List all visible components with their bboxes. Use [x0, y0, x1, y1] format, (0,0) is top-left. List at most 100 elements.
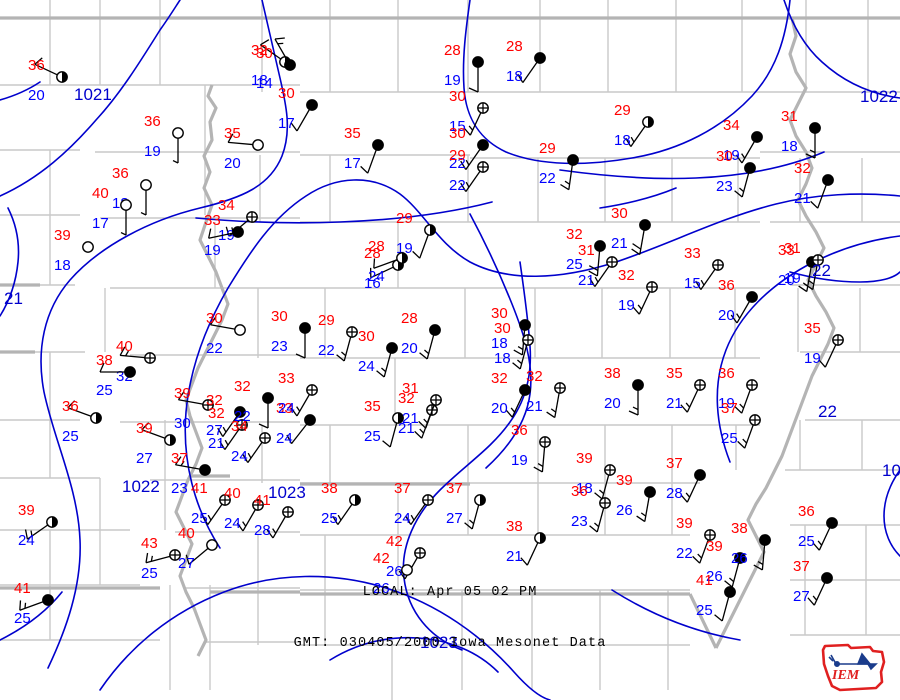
- wind-barb-shaft: [222, 415, 238, 437]
- wind-barb-full: [807, 597, 815, 606]
- temperature-value: 30: [494, 320, 511, 337]
- station-symbol: [594, 464, 616, 500]
- wind-barb-full: [360, 165, 369, 174]
- wind-barb-full: [468, 87, 479, 93]
- temperature-value: 36: [112, 165, 129, 182]
- station-symbol: [376, 342, 398, 378]
- dewpoint-value: 19: [144, 143, 161, 160]
- station-symbol: [369, 259, 404, 279]
- temperature-value: 31: [578, 242, 595, 259]
- temperature-value: 29: [539, 140, 556, 157]
- temperature-value: 32: [234, 378, 251, 395]
- dewpoint-value: 27: [446, 510, 463, 527]
- wind-barb-half: [697, 553, 703, 559]
- wind-barb-full: [67, 400, 76, 409]
- temperature-value: 40: [224, 485, 241, 502]
- iem-logo[interactable]: IEM: [818, 642, 892, 694]
- sky-cover-half-fill: [52, 516, 58, 528]
- sky-cover-circle: [809, 122, 821, 134]
- wind-barb-half: [242, 521, 247, 527]
- isobar-label: 1022: [860, 87, 898, 106]
- dewpoint-value: 21: [208, 435, 225, 452]
- wind-barb-half: [685, 402, 691, 408]
- temperature-value: 42: [386, 533, 403, 550]
- wind-barb-half: [757, 561, 764, 565]
- wind-barb-shaft: [511, 394, 524, 418]
- wind-barb-full: [141, 422, 150, 431]
- temperature-value: 32: [251, 42, 268, 59]
- temperature-value: 38: [321, 480, 338, 497]
- wind-barb-shaft: [721, 596, 730, 622]
- sky-cover-circle: [822, 174, 834, 186]
- station-symbol: [520, 532, 546, 566]
- temperature-value: 35: [804, 320, 821, 337]
- wind-barb-shaft: [425, 404, 435, 429]
- temperature-value: 37: [721, 400, 738, 417]
- wind-barb-shaft: [272, 516, 286, 539]
- station-symbol: [405, 494, 434, 525]
- wind-barb-shaft: [741, 141, 755, 164]
- dewpoint-value: 24: [224, 515, 241, 532]
- sky-cover-circle: [519, 384, 531, 396]
- wind-barb-shaft: [741, 172, 750, 198]
- temperature-value: 43: [141, 535, 158, 552]
- dewpoint-value: 21: [578, 272, 595, 289]
- dewpoint-value: 21: [794, 190, 811, 207]
- station-symbol: [266, 506, 294, 539]
- wind-barb-shaft: [67, 407, 92, 417]
- temperature-value: 32: [491, 370, 508, 387]
- station-symbol: [82, 241, 94, 253]
- wind-barb-half: [812, 595, 818, 601]
- wind-barb-shaft: [274, 38, 288, 61]
- sky-cover-circle: [639, 219, 651, 231]
- station-symbol: [24, 516, 58, 540]
- station-symbol: [382, 412, 404, 448]
- temperature-value: 29: [318, 312, 335, 329]
- wind-barb-shaft: [410, 503, 426, 525]
- wind-barb-shaft: [601, 474, 610, 500]
- station-symbol: [680, 469, 706, 503]
- sky-cover-circle: [746, 291, 758, 303]
- wind-barb-shaft: [824, 344, 837, 368]
- state-boundary: [0, 16, 900, 657]
- wind-barb-half: [222, 426, 227, 433]
- station-symbol: [628, 379, 644, 416]
- station-symbol: [174, 456, 211, 476]
- station-symbol: [172, 127, 184, 164]
- dewpoint-value: 21: [666, 395, 683, 412]
- sky-cover-circle: [724, 586, 736, 598]
- dewpoint-value: 21: [611, 235, 628, 252]
- station-symbol: [418, 394, 442, 429]
- station-symbol: [258, 392, 274, 429]
- dewpoint-value: 25: [62, 428, 79, 445]
- wind-barb-full: [588, 270, 598, 277]
- wind-barb-shaft: [541, 447, 546, 472]
- temperature-value: 39: [174, 385, 191, 402]
- wind-barb-full: [512, 362, 521, 370]
- wind-barb-full: [34, 57, 43, 65]
- sky-cover-circle: [232, 226, 244, 238]
- dewpoint-value: 24: [394, 510, 411, 527]
- station-symbol: [468, 56, 484, 93]
- station-symbol: [724, 552, 746, 588]
- temperature-value: 33: [276, 400, 293, 417]
- station-symbol: [734, 379, 758, 414]
- wind-barb-shaft: [568, 165, 573, 190]
- station-symbol: [735, 131, 763, 164]
- isobar-label: 21: [4, 289, 23, 308]
- dewpoint-value: 28: [254, 522, 271, 539]
- wind-barb-full: [24, 529, 29, 540]
- dewpoint-value: 24: [231, 448, 248, 465]
- wind-barb-half: [125, 350, 129, 357]
- dewpoint-value: 20: [604, 395, 621, 412]
- station-symbol: [714, 586, 736, 622]
- wind-barb-full: [414, 430, 423, 439]
- station-symbol: [412, 224, 436, 259]
- station-symbol: [236, 499, 264, 532]
- sky-cover-circle: [120, 199, 132, 211]
- wind-barb-shaft: [247, 441, 263, 463]
- wind-barb-full: [589, 525, 598, 533]
- dewpoint-value: 16: [364, 275, 381, 292]
- dewpoint-value: 22: [676, 545, 693, 562]
